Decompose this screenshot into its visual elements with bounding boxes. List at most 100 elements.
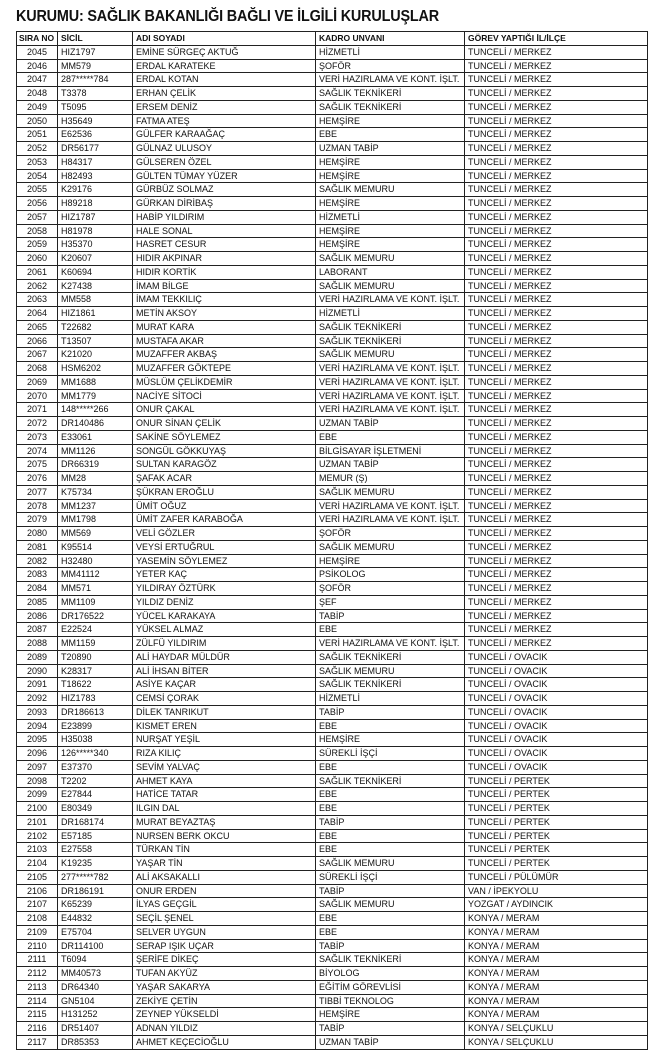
cell-kadro-unvani: VERİ HAZIRLAMA VE KONT. İŞLT. xyxy=(315,498,465,514)
cell-adi-soyadi: HABİP YILDIRIM xyxy=(132,209,316,225)
cell-adi-soyadi: AHMET KAYA xyxy=(132,773,316,789)
cell-sira-no: 2068 xyxy=(16,361,58,376)
cell-gorev-yeri: TUNCELİ / MERKEZ xyxy=(464,636,648,651)
cell-sira-no: 2080 xyxy=(16,526,58,541)
cell-kadro-unvani: HEMŞİRE xyxy=(315,553,465,569)
cell-kadro-unvani: VERİ HAZIRLAMA VE KONT. İŞLT. xyxy=(315,388,465,404)
table-row: 2068 HSM6202 MUZAFFER GÖKTEPE VERİ HAZIRLAM… xyxy=(16,361,648,376)
cell-kadro-unvani: EBE xyxy=(315,787,465,802)
cell-kadro-unvani: UZMAN TABİP xyxy=(315,141,465,156)
cell-gorev-yeri: KONYA / MERAM xyxy=(464,993,648,1009)
cell-adi-soyadi: NURSEN BERK OKCU xyxy=(132,828,316,844)
cell-adi-soyadi: DİLEK TANRIKUT xyxy=(132,704,316,720)
cell-sicil: K28317 xyxy=(57,663,133,679)
cell-sira-no: 2070 xyxy=(16,388,58,404)
cell-sicil: T2202 xyxy=(57,773,133,789)
cell-sira-no: 2092 xyxy=(16,691,58,706)
cell-sicil: MM1237 xyxy=(57,498,133,514)
cell-sicil: K65239 xyxy=(57,897,133,912)
cell-kadro-unvani: SAĞLIK TEKNİKERİ xyxy=(315,677,465,692)
cell-gorev-yeri: KONYA / SELÇUKLU xyxy=(464,1021,648,1036)
table-row: 2063 MM558 İMAM TEKKILIÇ VERİ HAZIRLAMA VE … xyxy=(16,292,648,307)
table-row: 2110 DR114100 SERAP IŞIK UÇAR TABİP KONYA / … xyxy=(16,938,648,954)
cell-gorev-yeri: TUNCELİ / MERKEZ xyxy=(464,594,648,610)
cell-adi-soyadi: HASRET CESUR xyxy=(132,237,316,252)
column-header-gorev-yeri: GÖREV YAPTIĞI İL/İLÇE xyxy=(464,31,648,46)
table-row: 2105 277*****782 ALİ AKSAKALLI SÜREKLİ İŞÇİ… xyxy=(16,869,648,885)
cell-adi-soyadi: YÜCEL KARAKAYA xyxy=(132,608,316,624)
cell-adi-soyadi: HIDIR AKPINAR xyxy=(132,251,316,266)
cell-gorev-yeri: TUNCELİ / MERKEZ xyxy=(464,553,648,569)
cell-sira-no: 2057 xyxy=(16,209,58,225)
column-header-sicil: SİCİL xyxy=(57,31,133,46)
cell-sira-no: 2091 xyxy=(16,677,58,692)
cell-sira-no: 2115 xyxy=(16,1007,58,1022)
cell-gorev-yeri: TUNCELİ / PERTEK xyxy=(464,856,648,871)
cell-gorev-yeri: TUNCELİ / OVACIK xyxy=(464,691,648,706)
cell-gorev-yeri: KONYA / MERAM xyxy=(464,911,648,926)
cell-sicil: DR186191 xyxy=(57,883,133,899)
cell-kadro-unvani: TABİP xyxy=(315,608,465,624)
cell-kadro-unvani: BİLGİSAYAR İŞLETMENİ xyxy=(315,443,465,459)
cell-gorev-yeri: TUNCELİ / PERTEK xyxy=(464,842,648,857)
cell-kadro-unvani: TABİP xyxy=(315,814,465,830)
table-row: 2074 MM1126 SONGÜL GÖKKUYAŞ BİLGİSAYAR İŞLE… xyxy=(16,443,648,459)
cell-sicil: DR186613 xyxy=(57,704,133,720)
cell-gorev-yeri: TUNCELİ / MERKEZ xyxy=(464,484,648,500)
cell-sira-no: 2063 xyxy=(16,292,58,307)
cell-sicil: 277*****782 xyxy=(57,869,133,885)
cell-kadro-unvani: HİZMETLİ xyxy=(315,691,465,706)
cell-gorev-yeri: KONYA / MERAM xyxy=(464,966,648,981)
cell-sicil: H81978 xyxy=(57,223,133,239)
document-title: KURUMU: SAĞLIK BAKANLIĞI BAĞLI VE İLGİLİ… xyxy=(16,8,439,25)
cell-adi-soyadi: ZEYNEP YÜKSELDİ xyxy=(132,1007,316,1022)
cell-adi-soyadi: İLYAS GEÇGİL xyxy=(132,897,316,912)
table-row: 2046 MM579 ERDAL KARATEKE ŞOFÖR TUNCELİ / ME… xyxy=(16,58,648,74)
cell-sicil: T13507 xyxy=(57,333,133,349)
cell-sira-no: 2084 xyxy=(16,581,58,596)
cell-gorev-yeri: TUNCELİ / MERKEZ xyxy=(464,471,648,486)
cell-sira-no: 2074 xyxy=(16,443,58,459)
cell-gorev-yeri: TUNCELİ / MERKEZ xyxy=(464,58,648,74)
cell-kadro-unvani: BİYOLOG xyxy=(315,966,465,981)
table-row: 2085 MM1109 YILDIZ DENİZ ŞEF TUNCELİ / MERKE… xyxy=(16,594,648,610)
cell-gorev-yeri: TUNCELİ / PERTEK xyxy=(464,814,648,830)
table-row: 2115 H131252 ZEYNEP YÜKSELDİ HEMŞİRE KONYA /… xyxy=(16,1007,648,1022)
table-row: 2076 MM28 ŞAFAK ACAR MEMUR (Ş) TUNCELİ / MER… xyxy=(16,471,648,486)
cell-sira-no: 2087 xyxy=(16,622,58,637)
cell-adi-soyadi: HALE SONAL xyxy=(132,223,316,239)
cell-sicil: DR51407 xyxy=(57,1021,133,1036)
cell-sira-no: 2045 xyxy=(16,44,58,60)
cell-sicil: K60694 xyxy=(57,264,133,280)
table-row: 2054 H82493 GÜLTEN TÜMAY YÜZER HEMŞİRE TUNCE… xyxy=(16,168,648,184)
cell-gorev-yeri: TUNCELİ / MERKEZ xyxy=(464,402,648,417)
table-row: 2104 K19235 YAŞAR TİN SAĞLIK MEMURU TUNCELİ … xyxy=(16,856,648,871)
cell-sira-no: 2082 xyxy=(16,553,58,569)
table-row: 2114 GN5104 ZEKİYE ÇETİN TIBBİ TEKNOLOG KONY… xyxy=(16,993,648,1009)
table-row: 2073 E33061 SAKİNE SÖYLEMEZ EBE TUNCELİ / ME… xyxy=(16,429,648,445)
cell-adi-soyadi: YILDIZ DENİZ xyxy=(132,594,316,610)
cell-sira-no: 2085 xyxy=(16,594,58,610)
cell-sira-no: 2076 xyxy=(16,471,58,486)
cell-gorev-yeri: TUNCELİ / PÜLÜMÜR xyxy=(464,869,648,885)
cell-gorev-yeri: TUNCELİ / MERKEZ xyxy=(464,333,648,349)
cell-kadro-unvani: VERİ HAZIRLAMA VE KONT. İŞLT. xyxy=(315,292,465,307)
table-row: 2060 K20607 HIDIR AKPINAR SAĞLIK MEMURU TUNC… xyxy=(16,251,648,266)
cell-gorev-yeri: TUNCELİ / MERKEZ xyxy=(464,209,648,225)
cell-sira-no: 2073 xyxy=(16,429,58,445)
table-row: 2083 MM41112 YETER KAÇ PSİKOLOG TUNCELİ / ME… xyxy=(16,567,648,582)
cell-gorev-yeri: VAN / İPEKYOLU xyxy=(464,883,648,899)
table-row: 2093 DR186613 DİLEK TANRIKUT TABİP TUNCELİ /… xyxy=(16,704,648,720)
cell-adi-soyadi: GÜLTEN TÜMAY YÜZER xyxy=(132,168,316,184)
cell-sicil: T6094 xyxy=(57,952,133,967)
table-row: 2098 T2202 AHMET KAYA SAĞLIK TEKNİKERİ TUNCE… xyxy=(16,773,648,789)
cell-sicil: H89218 xyxy=(57,196,133,211)
cell-adi-soyadi: YILDIRAY ÖZTÜRK xyxy=(132,581,316,596)
cell-adi-soyadi: SEÇİL ŞENEL xyxy=(132,911,316,926)
cell-adi-soyadi: GÜLFER KARAAĞAÇ xyxy=(132,127,316,142)
cell-sicil: DR168174 xyxy=(57,814,133,830)
cell-adi-soyadi: SONGÜL GÖKKUYAŞ xyxy=(132,443,316,459)
cell-gorev-yeri: TUNCELİ / MERKEZ xyxy=(464,44,648,60)
table-row: 2090 K28317 ALİ İHSAN BİTER SAĞLIK MEMURU TU… xyxy=(16,663,648,679)
table-row: 2086 DR176522 YÜCEL KARAKAYA TABİP TUNCELİ /… xyxy=(16,608,648,624)
